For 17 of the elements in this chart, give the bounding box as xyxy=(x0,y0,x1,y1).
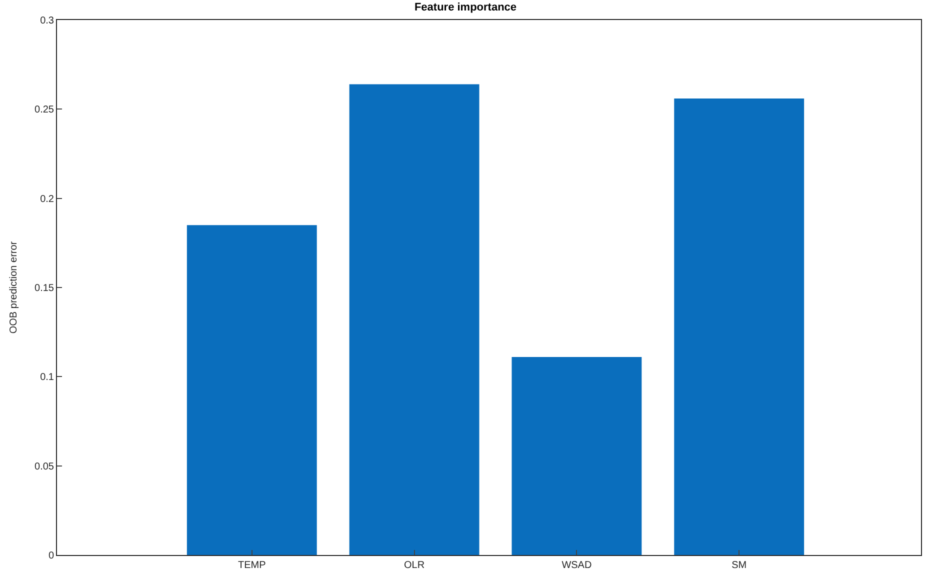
bar xyxy=(674,98,804,555)
bar xyxy=(349,84,480,555)
x-tick-label: SM xyxy=(732,560,747,571)
y-tick-label: 0.1 xyxy=(40,372,54,384)
y-tick-label: 0 xyxy=(48,550,54,562)
y-tick-label: 0.2 xyxy=(40,194,54,205)
y-tick-label: 0.3 xyxy=(40,16,54,26)
y-tick-label: 0.15 xyxy=(34,283,54,294)
chart-title: Feature importance xyxy=(414,2,517,14)
y-axis-title: OOB prediction error xyxy=(8,240,20,334)
x-tick-label: WSAD xyxy=(562,560,592,571)
x-tick-label: TEMP xyxy=(238,560,266,571)
x-tick-label: OLR xyxy=(404,560,425,571)
y-tick-label: 0.25 xyxy=(34,104,54,116)
bar xyxy=(186,225,317,555)
y-tick-label: 0.05 xyxy=(34,461,54,472)
bar xyxy=(512,357,642,555)
